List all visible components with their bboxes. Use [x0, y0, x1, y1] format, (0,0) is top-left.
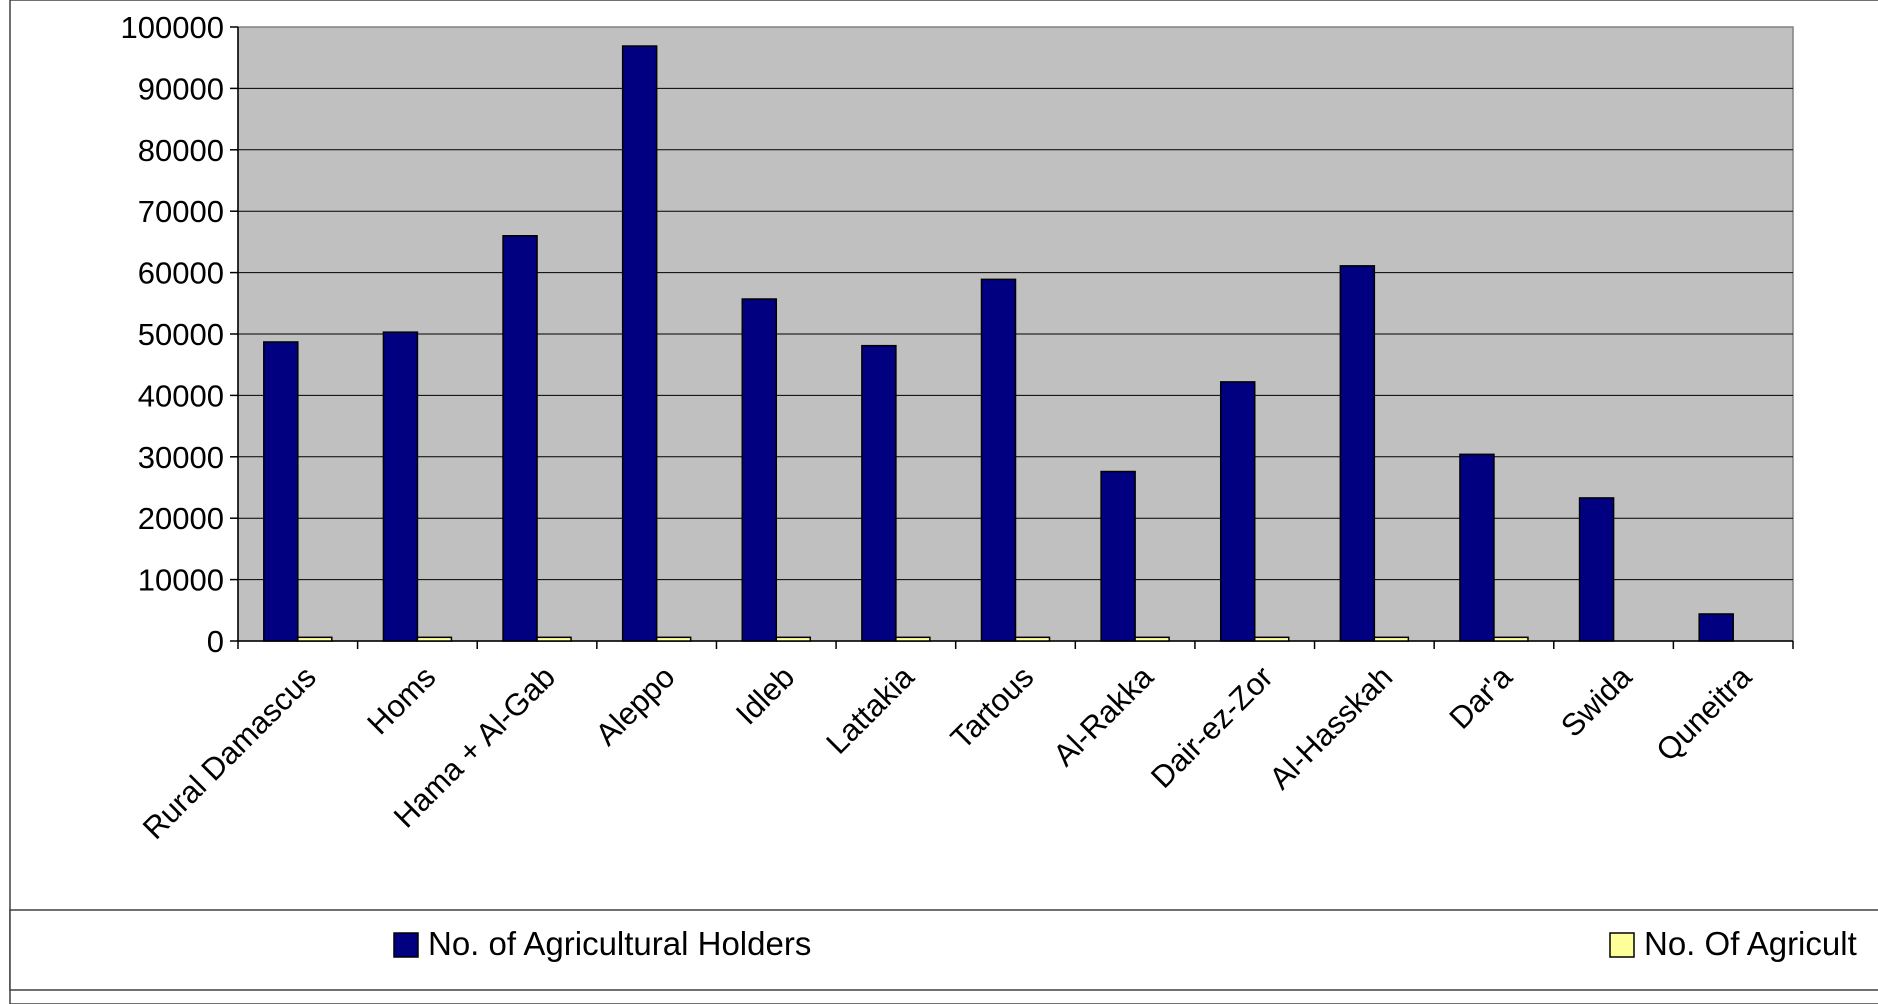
- bar-series-1: [263, 341, 299, 642]
- legend-label-series-1: No. of Agricultural Holders: [428, 925, 811, 962]
- y-tick-label: 30000: [138, 440, 224, 475]
- y-tick-label: 10000: [138, 563, 224, 598]
- y-tick-label: 100000: [121, 10, 224, 45]
- bar-series-2: [655, 636, 692, 642]
- bar-series-2: [416, 636, 453, 642]
- bar-series-1: [1698, 613, 1734, 642]
- bar-series-2: [1134, 636, 1170, 642]
- bar-series-1: [502, 235, 538, 642]
- bars: [263, 45, 1734, 642]
- legend: No. of Agricultural Holders No. Of Agric…: [9, 909, 1878, 991]
- y-tick-label: 60000: [138, 256, 224, 291]
- y-tick-label: 40000: [138, 378, 224, 413]
- bar-series-1: [1459, 453, 1495, 642]
- bar-series-1: [1100, 470, 1136, 642]
- bar-series-2: [775, 636, 812, 642]
- bar-series-2: [536, 636, 572, 642]
- bar-series-1: [1578, 497, 1615, 642]
- legend-swatch-series-2: [1609, 932, 1635, 958]
- bar-series-2: [1493, 636, 1529, 642]
- bar-series-2: [895, 636, 931, 642]
- bar-series-1: [1219, 381, 1256, 642]
- legend-swatch-series-1: [393, 932, 419, 958]
- bar-series-1: [741, 298, 778, 642]
- bar-series-1: [861, 344, 897, 642]
- bar-series-1: [980, 278, 1017, 642]
- y-axis: 0 10000 20000 30000 40000 50000 60000 70000 8000…: [121, 10, 239, 659]
- y-tick-label: 80000: [138, 133, 224, 168]
- y-tick-label: 0: [207, 624, 224, 659]
- legend-label-series-2: No. Of Agricult: [1644, 925, 1857, 962]
- bar-series-2: [1373, 636, 1410, 642]
- y-tick-label: 20000: [138, 501, 224, 536]
- bar-series-1: [621, 45, 658, 642]
- legend-box: [9, 909, 1878, 991]
- bar-series-1: [382, 331, 419, 642]
- bar-series-2: [1014, 636, 1051, 642]
- bar-series-2: [1253, 636, 1290, 642]
- y-tick-label: 70000: [138, 194, 224, 229]
- bar-series-1: [1339, 265, 1376, 642]
- bar-series-2: [297, 636, 333, 642]
- y-tick-label: 90000: [138, 71, 224, 106]
- y-tick-label: 50000: [138, 317, 224, 352]
